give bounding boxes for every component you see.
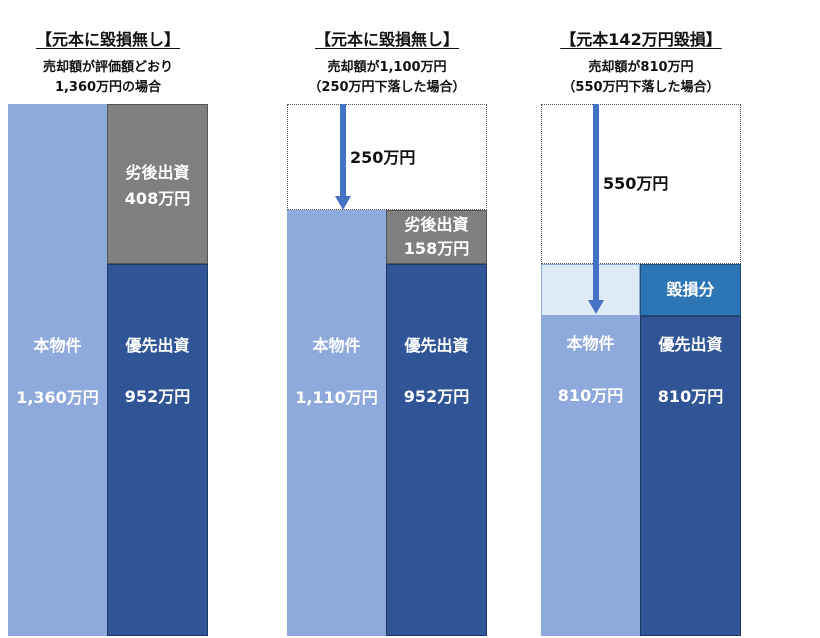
panel-subtitle-line2: 1,360万円の場合 — [54, 80, 162, 95]
subordinate-value: 408万円 — [124, 189, 191, 208]
loss-label: 毀損分 — [666, 280, 715, 299]
subordinate-bar: 劣後出資 408万円 — [107, 104, 208, 264]
senior-label: 優先出資 — [658, 335, 723, 354]
panel-subtitle-line1: 売却額が評価額どおり — [42, 60, 173, 75]
drop-amount: 550万円 — [603, 174, 669, 193]
senior-value: 952万円 — [403, 387, 470, 406]
property-label: 本物件 — [566, 334, 615, 353]
panel-title: 【元本に毀損無し】 — [314, 30, 459, 49]
senior-label: 優先出資 — [125, 336, 190, 355]
senior-label: 優先出資 — [404, 336, 469, 355]
drop-amount: 250万円 — [350, 148, 416, 167]
panel-principal-loss: 【元本142万円毀損】 売却額が810万円 （550万円下落した場合） 550万… — [541, 0, 741, 638]
property-bar: 本物件 810万円 — [541, 316, 640, 636]
property-value: 1,110万円 — [295, 388, 378, 407]
drop-arrow-icon — [335, 104, 351, 210]
property-label: 本物件 — [312, 336, 361, 355]
panel-title: 【元本に毀損無し】 — [35, 30, 180, 49]
property-value: 810万円 — [557, 386, 624, 405]
panel-no-loss-drop: 【元本に毀損無し】 売却額が1,100万円 （250万円下落した場合） 250万… — [287, 0, 487, 638]
lost-value-area — [541, 264, 640, 316]
senior-value: 810万円 — [657, 387, 724, 406]
panel-subtitle-line1: 売却額が810万円 — [588, 60, 694, 75]
senior-bar: 優先出資 810万円 — [640, 316, 741, 636]
subordinate-label: 劣後出資 — [125, 163, 190, 182]
property-value: 1,360万円 — [16, 388, 99, 407]
panel-no-loss-appraisal: 【元本に毀損無し】 売却額が評価額どおり 1,360万円の場合 本物件 1,36… — [8, 0, 208, 638]
loss-bar: 毀損分 — [640, 264, 741, 316]
drop-area — [541, 104, 741, 264]
subordinate-value: 158万円 — [403, 239, 470, 258]
subordinate-bar: 劣後出資 158万円 — [386, 210, 487, 264]
senior-bar: 優先出資 952万円 — [386, 264, 487, 636]
panel-subtitle-line2: （550万円下落した場合） — [562, 80, 720, 95]
subordinate-label: 劣後出資 — [404, 215, 469, 234]
drop-area — [287, 104, 487, 210]
property-bar: 本物件 1,110万円 — [287, 210, 386, 636]
property-bar: 本物件 1,360万円 — [8, 104, 107, 636]
panel-subtitle-line2: （250万円下落した場合） — [308, 80, 466, 95]
drop-arrow-icon — [588, 104, 604, 314]
senior-bar: 優先出資 952万円 — [107, 264, 208, 636]
property-label: 本物件 — [33, 336, 82, 355]
panel-title: 【元本142万円毀損】 — [560, 30, 722, 49]
panel-subtitle-line1: 売却額が1,100万円 — [327, 60, 447, 75]
senior-value: 952万円 — [124, 387, 191, 406]
